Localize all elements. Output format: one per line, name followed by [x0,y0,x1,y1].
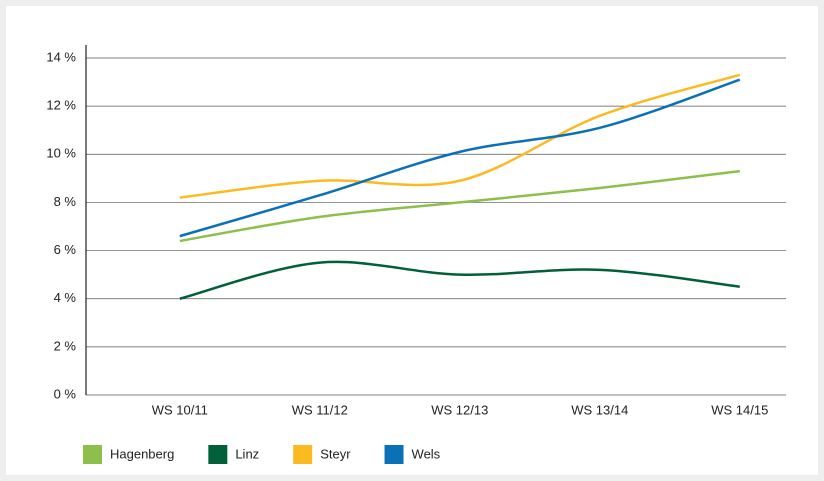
x-tick-label: WS 11/12 [292,402,348,417]
legend-swatch [384,445,404,464]
series-line [179,169,740,243]
series-line [179,73,741,199]
y-tick-label: 4 % [54,290,77,305]
series-line [179,260,740,300]
y-tick-label: 6 % [54,242,77,257]
legend-label: Hagenberg [110,446,174,461]
legend-swatch [293,445,313,464]
y-tick-label: 10 % [46,146,76,161]
x-tick-label: WS 13/14 [571,402,628,417]
y-tick-label: 14 % [46,49,76,64]
panel [6,6,818,475]
y-tick-label: 0 % [54,386,77,401]
legend-label: Linz [235,446,259,461]
legend-label: Steyr [320,446,351,461]
x-tick-label: WS 12/13 [431,402,488,417]
x-tick-label: WS 14/15 [711,402,768,417]
y-tick-label: 12 % [46,98,76,113]
y-tick-label: 8 % [54,194,77,209]
legend-swatch [208,445,228,464]
legend-label: Wels [412,446,441,461]
x-tick-label: WS 10/11 [152,402,208,417]
legend-swatch [83,445,102,464]
y-tick-label: 2 % [54,338,77,353]
series-line [179,78,741,238]
